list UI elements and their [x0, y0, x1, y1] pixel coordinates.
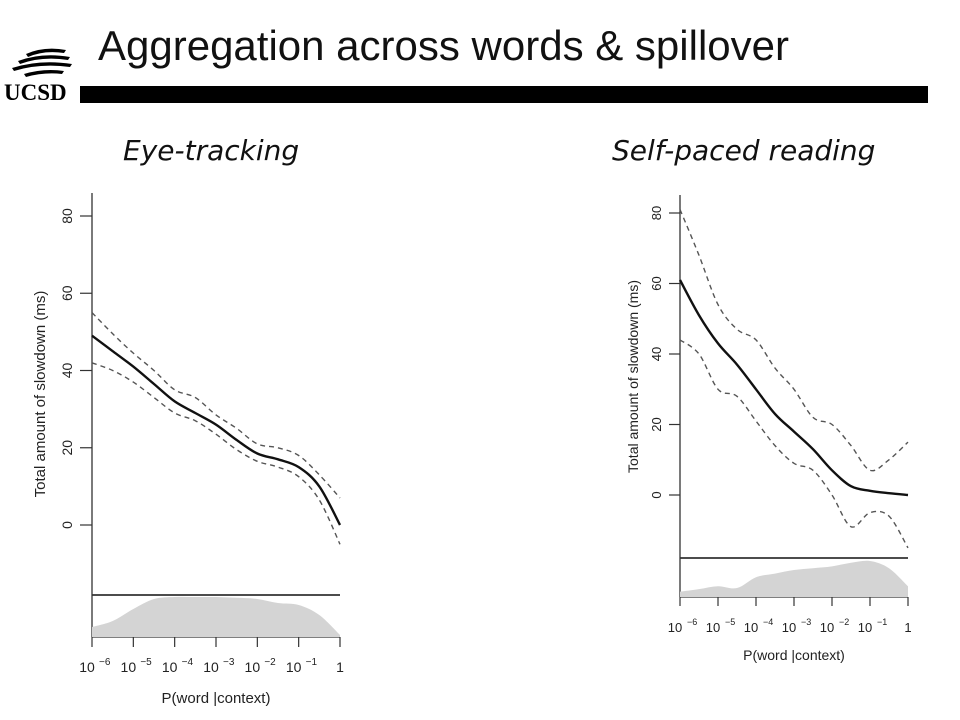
- x-tick-exponent: −1: [877, 617, 887, 627]
- y-tick-label: 60: [59, 285, 75, 301]
- x-tick-exponent: −3: [801, 617, 811, 627]
- y-tick-label: 20: [59, 440, 75, 456]
- chart-title-self-paced-reading: Self-paced reading: [612, 134, 876, 167]
- x-tick-label: 10: [203, 659, 219, 675]
- x-tick-label: 10: [782, 620, 796, 635]
- series-mean-line: [678, 279, 909, 497]
- series-mean-line: [91, 334, 342, 526]
- x-tick-exponent: −3: [223, 657, 235, 668]
- x-tick-label: 10: [668, 620, 682, 635]
- x-axis-label: P(word |context): [162, 690, 271, 707]
- x-tick-label: 10: [744, 620, 758, 635]
- y-axis-label: Total amount of slowdown (ms): [625, 280, 641, 473]
- chart-self-paced-reading: 0 20 40 60 80 10 −6 10 −5 10 −4 10 −3 10 −2 10 −1 1 P(word…: [625, 195, 912, 663]
- y-tick-label: 40: [59, 363, 75, 379]
- x-tick-label: 10: [245, 659, 261, 675]
- density-area: [92, 596, 340, 637]
- x-tick-exponent: −4: [182, 657, 194, 668]
- x-tick-label: 1: [336, 659, 344, 675]
- x-axis-label: P(word |context): [743, 647, 845, 663]
- series-confidence-line: [91, 312, 341, 499]
- x-tick-exponent: −6: [687, 617, 697, 627]
- ucsd-wave-logo-icon: [12, 48, 72, 77]
- title-divider-bar: [80, 86, 928, 103]
- chart-title-eye-tracking: Eye-tracking: [123, 134, 300, 167]
- x-tick-label: 10: [79, 659, 95, 675]
- x-tick-exponent: −4: [763, 617, 773, 627]
- density-area: [680, 560, 908, 597]
- y-tick-label: 40: [649, 347, 664, 361]
- y-tick-label: 60: [649, 276, 664, 290]
- ucsd-logo: [4, 44, 84, 110]
- x-tick-exponent: −6: [99, 657, 111, 668]
- y-axis-label: Total amount of slowdown (ms): [32, 291, 49, 498]
- x-tick-label: 10: [706, 620, 720, 635]
- y-tick-label: 80: [59, 208, 75, 224]
- x-tick-label: 10: [162, 659, 178, 675]
- series-confidence-line: [679, 339, 909, 549]
- x-tick-exponent: −1: [306, 657, 318, 668]
- x-tick-label: 1: [904, 620, 911, 635]
- logo-text: UCSD: [4, 80, 67, 105]
- y-tick-label: 0: [59, 521, 75, 529]
- x-tick-exponent: −2: [839, 617, 849, 627]
- y-tick-label: 20: [649, 417, 664, 431]
- series-confidence-line: [91, 362, 341, 545]
- x-tick-exponent: −5: [725, 617, 735, 627]
- slide-title: Aggregation across words & spillover: [98, 22, 789, 69]
- series-confidence-line: [679, 209, 909, 472]
- y-tick-label: 80: [649, 206, 664, 220]
- y-tick-label: 0: [649, 491, 664, 498]
- x-tick-exponent: −5: [140, 657, 152, 668]
- x-tick-label: 10: [286, 659, 302, 675]
- x-tick-label: 10: [121, 659, 137, 675]
- x-tick-label: 10: [820, 620, 834, 635]
- x-tick-exponent: −2: [264, 657, 276, 668]
- x-tick-label: 10: [858, 620, 872, 635]
